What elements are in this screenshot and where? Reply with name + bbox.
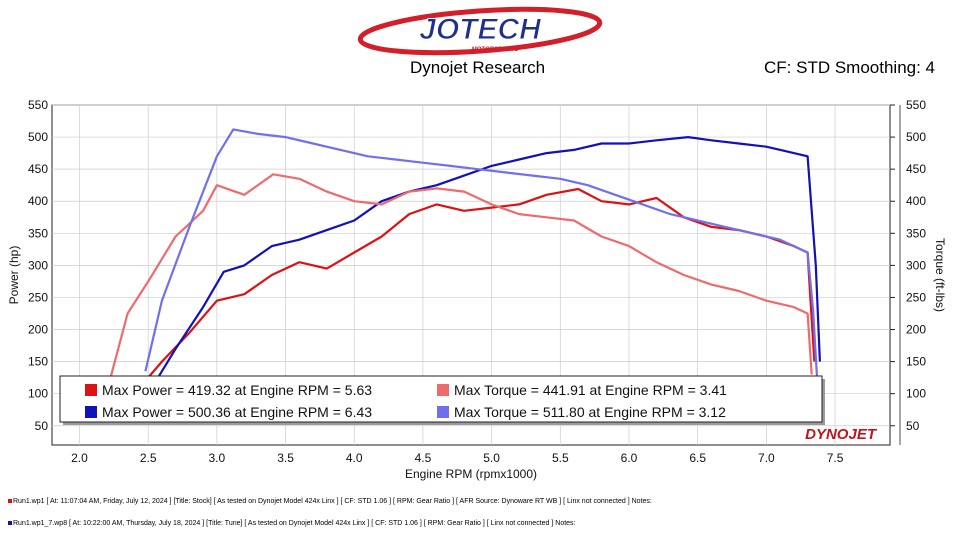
y-tick-label-left: 500: [28, 130, 48, 144]
x-tick-label: 2.5: [140, 451, 157, 465]
y-tick-label-right: 350: [906, 226, 926, 240]
run-line-2: Run1.wp1_7.wp8 [ At: 10:22:00 AM, Thursd…: [8, 520, 576, 527]
y-tick-label-left: 450: [28, 162, 48, 176]
x-tick-label: 5.0: [483, 451, 500, 465]
x-axis-label: Engine RPM (rpmx1000): [405, 467, 537, 481]
legend-label-4: Max Torque = 511.80 at Engine RPM = 3.12: [454, 404, 726, 420]
y-tick-label-left: 150: [28, 355, 48, 369]
series-line-4: [144, 128, 819, 381]
x-tick-label: 3.5: [277, 451, 294, 465]
x-tick-label: 4.0: [346, 451, 363, 465]
y-tick-label-right: 450: [906, 162, 926, 176]
y-axis-label-left: Power (hp): [7, 246, 21, 305]
run1-marker: [8, 499, 12, 504]
legend-swatch-4: [437, 406, 449, 418]
legend-swatch-2: [85, 406, 97, 418]
svg-text:MOTORSPORTS: MOTORSPORTS: [472, 47, 519, 53]
series-line-2: [147, 136, 821, 395]
run1-text: Run1.wp1 [ At: 11:07:04 AM, Friday, July…: [13, 498, 652, 505]
legend-swatch-3: [437, 384, 449, 396]
y-tick-label-left: 200: [28, 323, 48, 337]
legend-label-1: Max Power = 419.32 at Engine RPM = 5.63: [102, 382, 372, 398]
y-tick-label-left: 550: [28, 98, 48, 112]
legend-label-2: Max Power = 500.36 at Engine RPM = 6.43: [102, 404, 372, 420]
run-line-1: Run1.wp1 [ At: 11:07:04 AM, Friday, July…: [8, 498, 652, 505]
center-title: Dynojet Research: [410, 58, 546, 77]
x-tick-label: 7.5: [827, 451, 844, 465]
y-tick-label-right: 200: [906, 323, 926, 337]
y-axis-label-right: Torque (ft-lbs): [933, 238, 947, 312]
dynojet-watermark: DYNOJET: [805, 426, 878, 443]
y-tick-label-right: 300: [906, 258, 926, 272]
series-line-3: [108, 173, 813, 382]
y-tick-label-left: 400: [28, 194, 48, 208]
x-tick-label: 6.5: [689, 451, 706, 465]
y-tick-label-left: 100: [28, 387, 48, 401]
legend-label-3: Max Torque = 441.91 at Engine RPM = 3.41: [454, 382, 727, 398]
x-tick-label: 2.0: [71, 451, 88, 465]
y-tick-label-right: 400: [906, 194, 926, 208]
y-tick-label-right: 250: [906, 290, 926, 304]
x-tick-label: 3.0: [209, 451, 226, 465]
y-tick-label-right: 500: [906, 130, 926, 144]
x-tick-label: 6.0: [621, 451, 638, 465]
run2-marker: [8, 521, 12, 526]
y-tick-label-left: 350: [28, 226, 48, 240]
jotech-logo: JOTECH MOTORSPORTS: [357, 6, 603, 56]
svg-text:JOTECH: JOTECH: [419, 13, 542, 46]
x-tick-label: 4.5: [415, 451, 432, 465]
legend-swatch-1: [85, 384, 97, 396]
x-tick-label: 5.5: [552, 451, 569, 465]
right-title: CF: STD Smoothing: 4: [764, 58, 936, 77]
y-tick-label-right: 550: [906, 98, 926, 112]
y-tick-label-left: 300: [28, 258, 48, 272]
y-tick-label-left: 50: [35, 419, 49, 433]
y-tick-label-left: 250: [28, 290, 48, 304]
y-tick-label-right: 50: [906, 419, 920, 433]
run2-text: Run1.wp1_7.wp8 [ At: 10:22:00 AM, Thursd…: [13, 520, 576, 527]
x-tick-label: 7.0: [758, 451, 775, 465]
y-tick-label-right: 100: [906, 387, 926, 401]
y-tick-label-right: 150: [906, 355, 926, 369]
